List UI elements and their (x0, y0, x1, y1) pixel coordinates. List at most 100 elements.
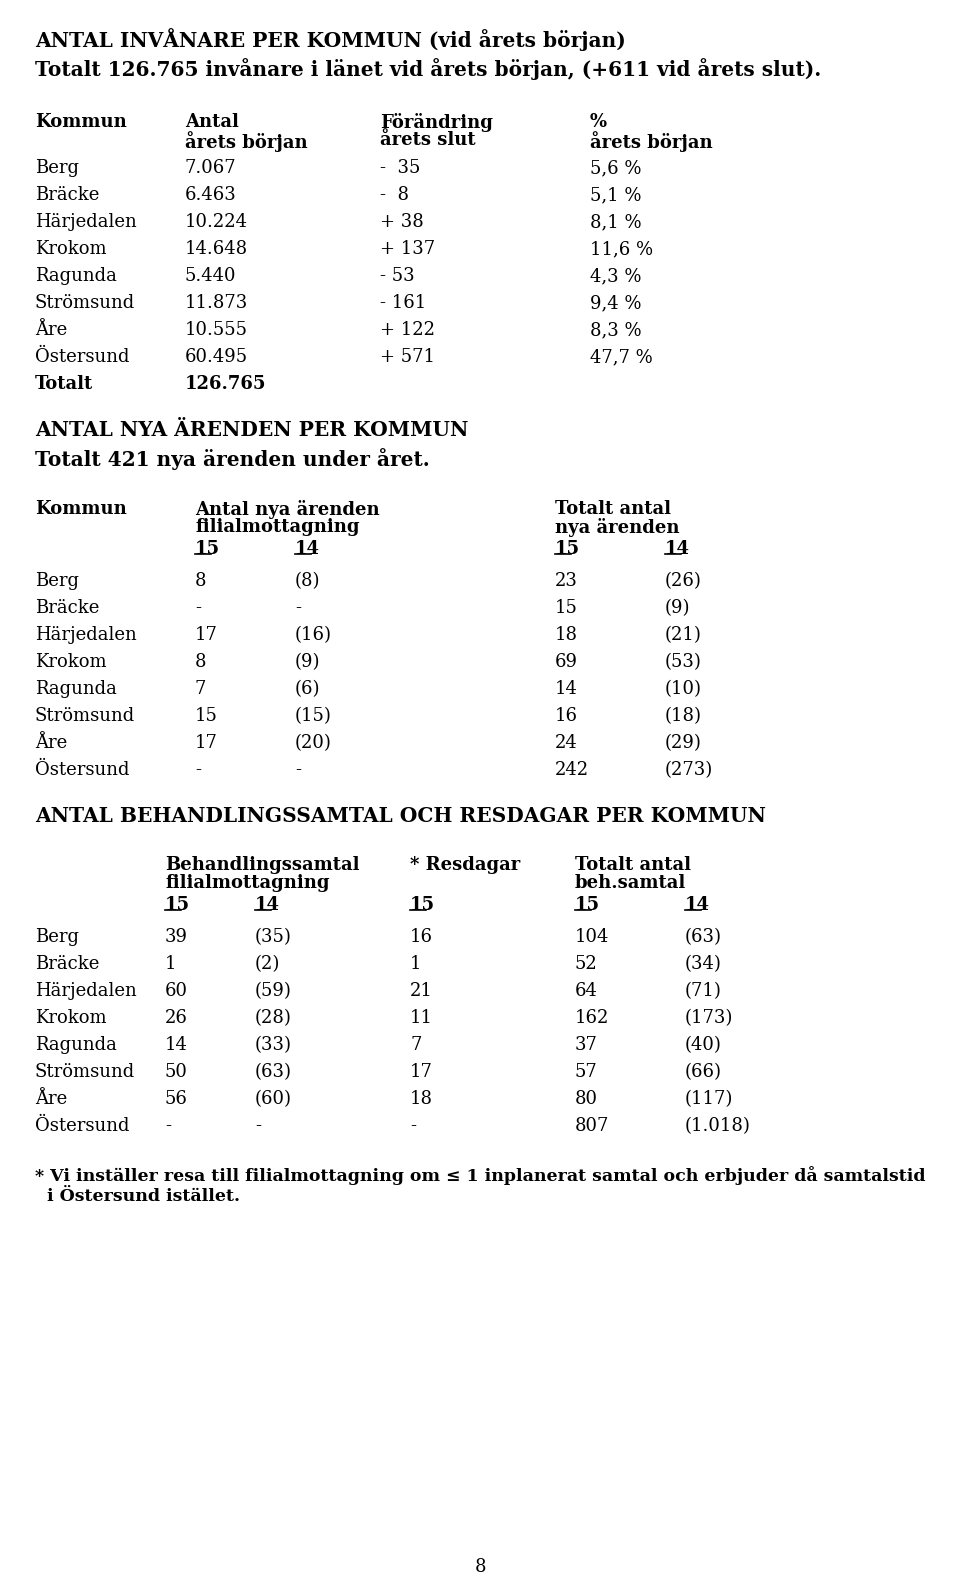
Text: Östersund: Östersund (35, 348, 130, 367)
Text: -: - (195, 762, 201, 779)
Text: 9,4 %: 9,4 % (590, 294, 641, 311)
Text: 14: 14 (295, 540, 320, 558)
Text: -: - (195, 599, 201, 618)
Text: + 571: + 571 (380, 348, 435, 367)
Text: Totalt: Totalt (35, 374, 93, 393)
Text: 10.224: 10.224 (185, 213, 248, 231)
Text: 5,1 %: 5,1 % (590, 186, 641, 204)
Text: 37: 37 (575, 1036, 598, 1054)
Text: -: - (410, 1117, 416, 1134)
Text: 26: 26 (165, 1010, 188, 1027)
Text: 5.440: 5.440 (185, 267, 236, 284)
Text: 7: 7 (410, 1036, 421, 1054)
Text: 126.765: 126.765 (185, 374, 267, 393)
Text: Kommun: Kommun (35, 499, 127, 518)
Text: 57: 57 (575, 1063, 598, 1081)
Text: nya ärenden: nya ärenden (555, 518, 680, 537)
Text: 14: 14 (255, 896, 280, 913)
Text: + 137: + 137 (380, 240, 435, 258)
Text: 15: 15 (410, 896, 435, 913)
Text: 11: 11 (410, 1010, 433, 1027)
Text: 17: 17 (195, 626, 218, 645)
Text: Östersund: Östersund (35, 762, 130, 779)
Text: (18): (18) (665, 706, 702, 725)
Text: 6.463: 6.463 (185, 186, 237, 204)
Text: ANTAL BEHANDLINGSSAMTAL OCH RESDAGAR PER KOMMUN: ANTAL BEHANDLINGSSAMTAL OCH RESDAGAR PER… (35, 806, 766, 826)
Text: 8,3 %: 8,3 % (590, 321, 641, 340)
Text: 1: 1 (165, 954, 177, 973)
Text: Strömsund: Strömsund (35, 1063, 135, 1081)
Text: (9): (9) (295, 653, 321, 672)
Text: 7: 7 (195, 679, 206, 698)
Text: 242: 242 (555, 762, 589, 779)
Text: (34): (34) (685, 954, 722, 973)
Text: 8: 8 (195, 653, 206, 672)
Text: (60): (60) (255, 1090, 292, 1108)
Text: (59): (59) (255, 983, 292, 1000)
Text: Åre: Åre (35, 735, 67, 752)
Text: (63): (63) (685, 927, 722, 946)
Text: Totalt 421 nya ärenden under året.: Totalt 421 nya ärenden under året. (35, 449, 430, 469)
Text: 60: 60 (165, 983, 188, 1000)
Text: (1.018): (1.018) (685, 1117, 751, 1134)
Text: 1: 1 (410, 954, 421, 973)
Text: %: % (590, 114, 607, 131)
Text: 8,1 %: 8,1 % (590, 213, 641, 231)
Text: (173): (173) (685, 1010, 733, 1027)
Text: -  35: - 35 (380, 160, 420, 177)
Text: Härjedalen: Härjedalen (35, 626, 136, 645)
Text: Förändring: Förändring (380, 114, 492, 133)
Text: 11,6 %: 11,6 % (590, 240, 653, 258)
Text: 18: 18 (555, 626, 578, 645)
Text: 39: 39 (165, 927, 188, 946)
Text: 15: 15 (165, 896, 190, 913)
Text: filialmottagning: filialmottagning (195, 518, 359, 536)
Text: (2): (2) (255, 954, 280, 973)
Text: (21): (21) (665, 626, 702, 645)
Text: + 38: + 38 (380, 213, 423, 231)
Text: Krokom: Krokom (35, 1010, 107, 1027)
Text: * Vi inställer resa till filialmottagning om ≤ 1 inplanerat samtal och erbjuder : * Vi inställer resa till filialmottagnin… (35, 1166, 925, 1185)
Text: (15): (15) (295, 706, 332, 725)
Text: Totalt 126.765 invånare i länet vid årets början, (+611 vid årets slut).: Totalt 126.765 invånare i länet vid året… (35, 58, 821, 81)
Text: Strömsund: Strömsund (35, 706, 135, 725)
Text: 104: 104 (575, 927, 610, 946)
Text: -: - (295, 762, 301, 779)
Text: * Resdagar: * Resdagar (410, 856, 520, 874)
Text: (33): (33) (255, 1036, 292, 1054)
Text: Härjedalen: Härjedalen (35, 213, 136, 231)
Text: 64: 64 (575, 983, 598, 1000)
Text: Antal nya ärenden: Antal nya ärenden (195, 499, 379, 518)
Text: i Östersund istället.: i Östersund istället. (35, 1188, 240, 1206)
Text: 24: 24 (555, 735, 578, 752)
Text: 56: 56 (165, 1090, 188, 1108)
Text: 7.067: 7.067 (185, 160, 236, 177)
Text: (71): (71) (685, 983, 722, 1000)
Text: (40): (40) (685, 1036, 722, 1054)
Text: Åre: Åre (35, 1090, 67, 1108)
Text: -: - (295, 599, 301, 618)
Text: Bräcke: Bräcke (35, 599, 100, 618)
Text: 15: 15 (195, 706, 218, 725)
Text: 47,7 %: 47,7 % (590, 348, 653, 367)
Text: -: - (255, 1117, 261, 1134)
Text: 11.873: 11.873 (185, 294, 249, 311)
Text: 5,6 %: 5,6 % (590, 160, 641, 177)
Text: 50: 50 (165, 1063, 188, 1081)
Text: (66): (66) (685, 1063, 722, 1081)
Text: (6): (6) (295, 679, 321, 698)
Text: Antal: Antal (185, 114, 239, 131)
Text: Krokom: Krokom (35, 240, 107, 258)
Text: (28): (28) (255, 1010, 292, 1027)
Text: 15: 15 (555, 540, 580, 558)
Text: 15: 15 (195, 540, 220, 558)
Text: ANTAL INVÅNARE PER KOMMUN (vid årets början): ANTAL INVÅNARE PER KOMMUN (vid årets bör… (35, 28, 626, 51)
Text: 4,3 %: 4,3 % (590, 267, 641, 284)
Text: 60.495: 60.495 (185, 348, 248, 367)
Text: Behandlingssamtal: Behandlingssamtal (165, 856, 359, 874)
Text: 15: 15 (575, 896, 600, 913)
Text: 14: 14 (685, 896, 710, 913)
Text: filialmottagning: filialmottagning (165, 874, 329, 893)
Text: Berg: Berg (35, 572, 79, 589)
Text: Östersund: Östersund (35, 1117, 130, 1134)
